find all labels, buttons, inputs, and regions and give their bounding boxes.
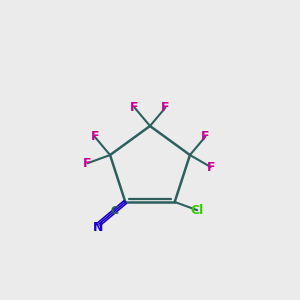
- Text: Cl: Cl: [190, 204, 204, 217]
- Text: F: F: [130, 101, 139, 114]
- Text: C: C: [111, 206, 119, 216]
- Text: F: F: [206, 160, 215, 173]
- Text: F: F: [90, 130, 99, 143]
- Text: F: F: [201, 130, 210, 143]
- Text: N: N: [92, 221, 103, 234]
- Text: F: F: [161, 101, 170, 114]
- Text: F: F: [83, 157, 92, 170]
